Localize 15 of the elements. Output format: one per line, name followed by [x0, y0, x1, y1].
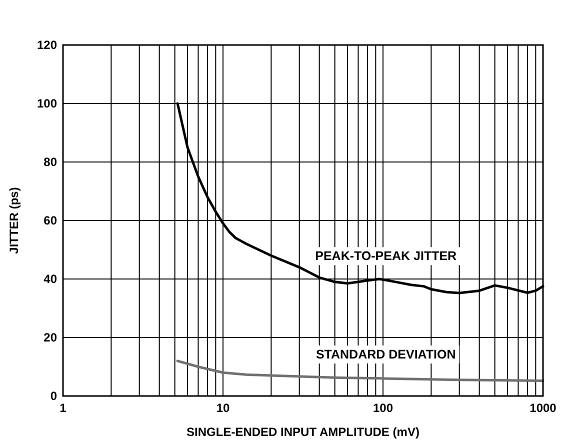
y-tick-label: 0 — [50, 389, 58, 403]
x-tick-label: 100 — [372, 401, 394, 415]
y-tick-label: 120 — [36, 38, 58, 52]
x-tick-label: 10 — [216, 401, 230, 415]
x-tick-label: 1000 — [530, 401, 557, 415]
series-label: STANDARD DEVIATION — [316, 348, 456, 362]
y-tick-label: 100 — [36, 96, 58, 110]
x-axis-title: SINGLE-ENDED INPUT AMPLITUDE (mV) — [186, 425, 420, 439]
y-tick-label: 20 — [44, 330, 58, 344]
x-tick-label: 1 — [60, 401, 67, 415]
y-tick-label: 80 — [44, 155, 58, 169]
y-axis-title: JITTER (ps) — [7, 187, 21, 254]
series-label: PEAK-TO-PEAK JITTER — [315, 249, 457, 264]
y-tick-label: 40 — [44, 272, 58, 286]
y-tick-label: 60 — [44, 214, 58, 228]
